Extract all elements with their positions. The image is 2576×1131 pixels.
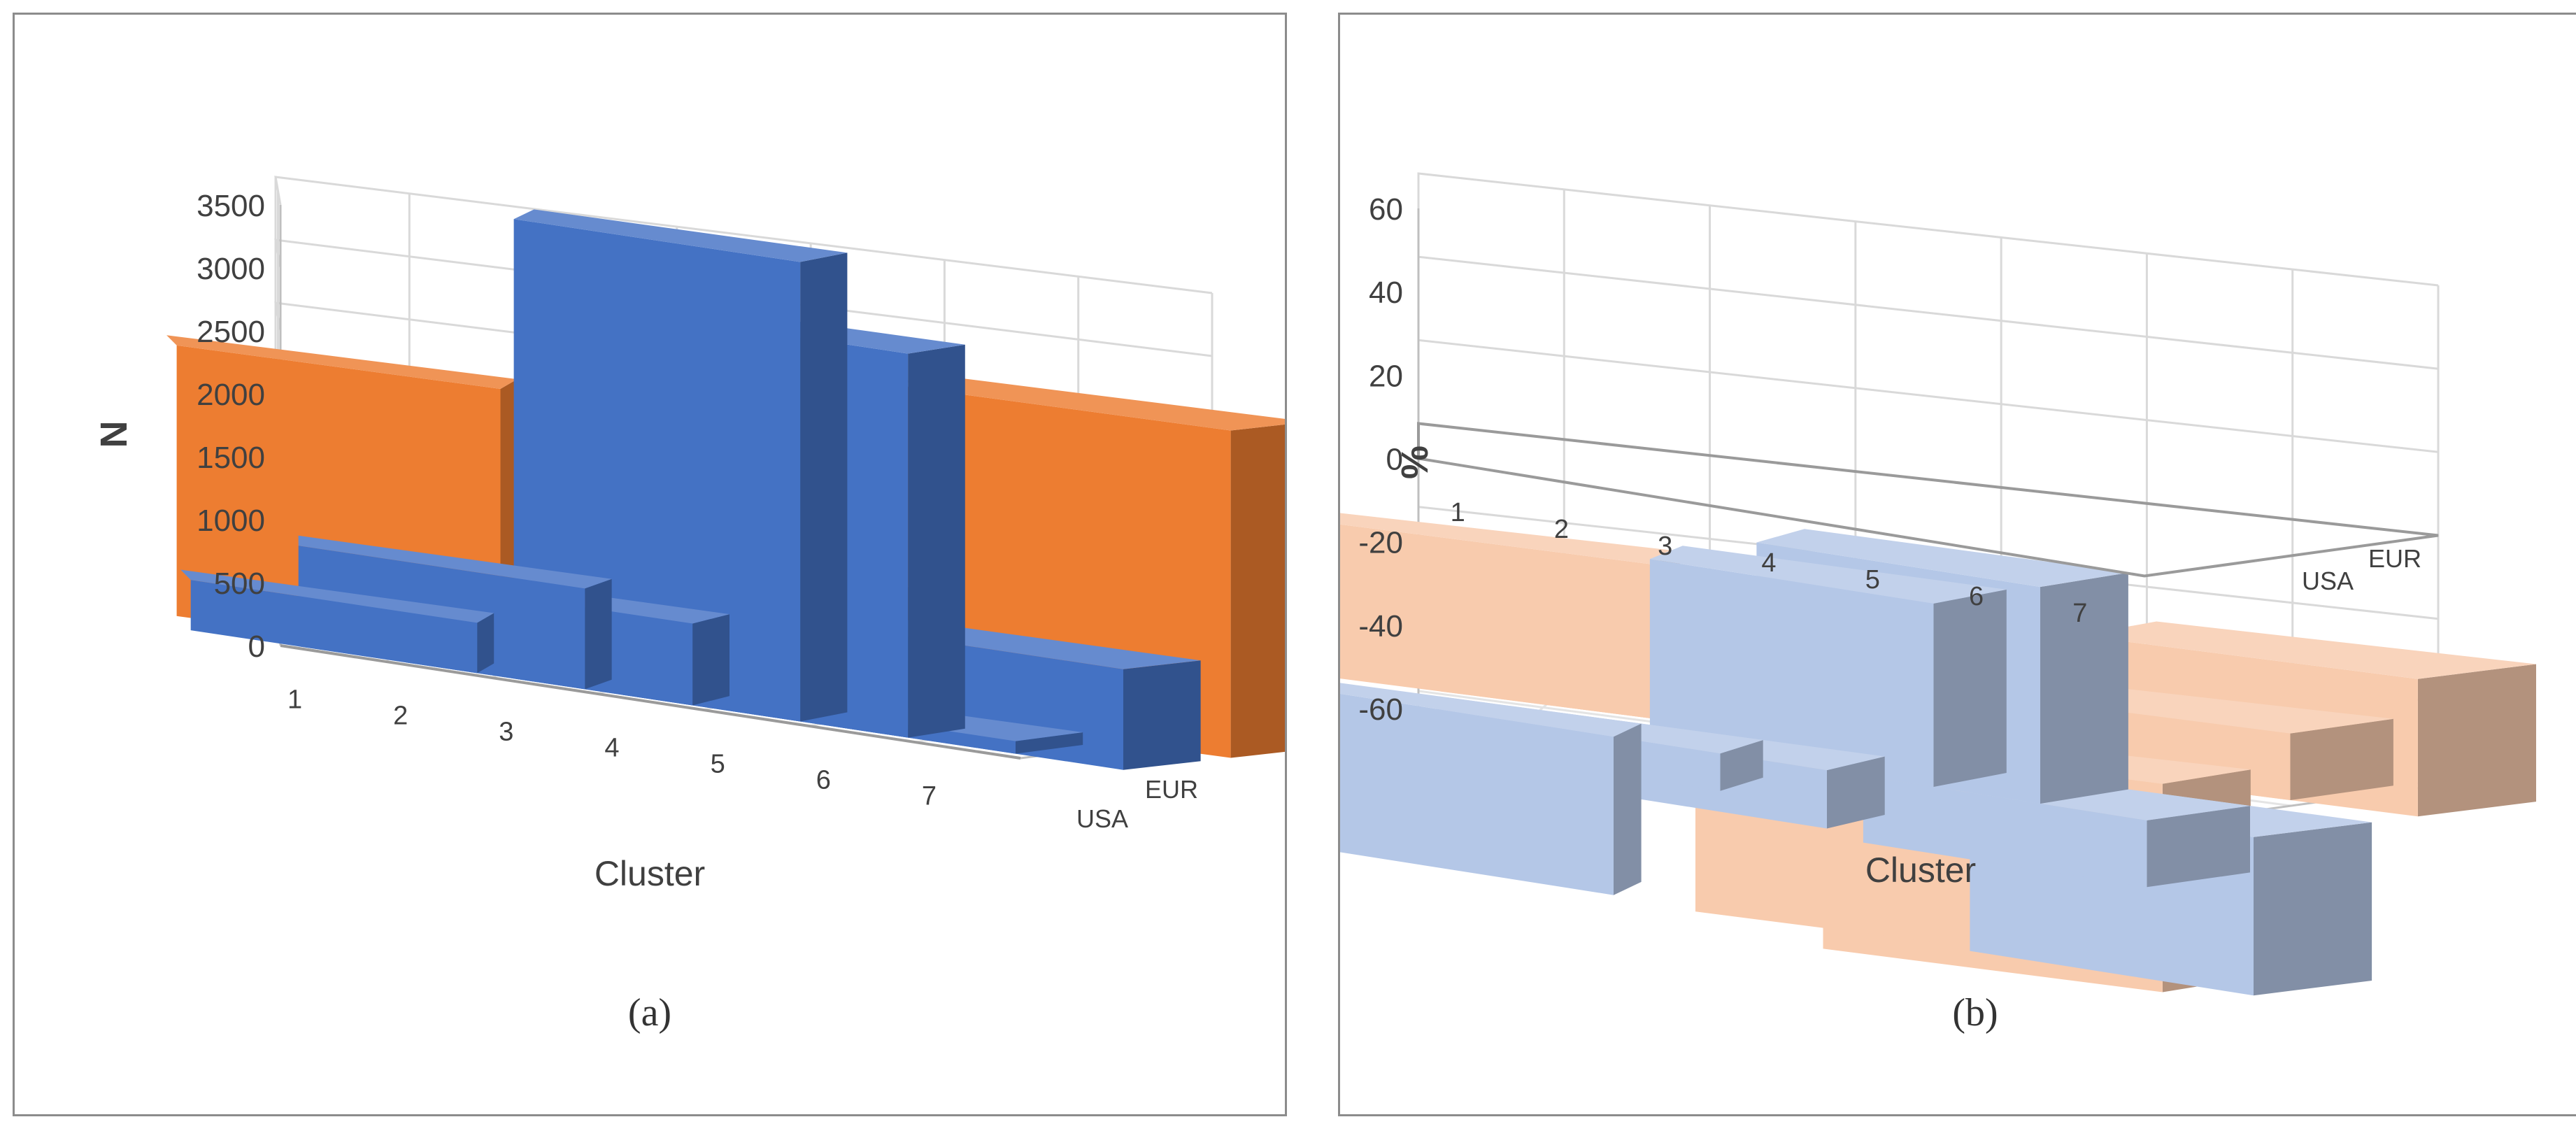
chart-b-zero-plane [1417,422,2439,578]
chart-b-bar-usa-4 [1649,546,2007,787]
chart-a-bar-front [190,580,478,674]
chart-a-bar-top [513,209,848,262]
chart-a-bar-side [1016,732,1083,754]
chart-b-bar-top [2078,621,2536,679]
chart-a-y-tick-label: 1500 [197,441,265,475]
chart-a-svg: 0 500 1000 1500 2000 2500 3000 3500 1 2 3 4 5 6 7 USA EU… [93,176,1285,893]
chart-b-x-tick-label: 7 [2072,599,2087,628]
chart-a-x-tick-labels: 1 2 3 4 5 6 7 [287,685,937,811]
chart-a-bar-side [1230,424,1285,758]
chart-a-y-tick-label: 2500 [197,315,265,349]
chart-a-bar-top [298,535,612,589]
chart-b-bar-usa-1 [1340,683,1642,895]
chart-a-x-tick-label: 4 [604,734,619,763]
chart-b-bar-side [1933,589,2007,787]
chart-b-bar-side [1614,723,1642,895]
chart-a-y-tick-labels: 0 500 1000 1500 2000 2500 3000 3500 [197,189,265,664]
chart-a-y-tick-label: 1000 [197,504,265,538]
chart-a-bar-side [585,578,612,690]
chart-a-bar-side [477,613,494,674]
chart-b-bar-side [1720,740,1763,791]
chart-a-y-tick-label: 0 [248,629,265,664]
chart-b-y-tick-label: 40 [1369,276,1403,310]
chart-b-y-tick-label: -40 [1358,609,1403,643]
chart-b-bar-side [2147,806,2250,888]
chart-a-x-axis-title: Cluster [595,854,705,893]
chart-b-y-tick-label: -60 [1358,692,1403,727]
chart-b-y-tick-label: 20 [1369,359,1403,393]
chart-b-depth-labels: USA EUR [2302,544,2421,595]
chart-b-bar-top [1340,513,1680,564]
chart-a-bar-side [908,344,965,738]
chart-a-x-axis-line [280,644,1021,760]
chart-a-bar-top [180,569,494,623]
chart-b-depth-label-eur: EUR [2368,544,2421,573]
chart-a-y-tick-label: 3500 [197,189,265,223]
chart-b-y-tick-label: 60 [1369,192,1403,227]
chart-a-depth-label-usa: USA [1076,804,1128,833]
chart-b-bar-front [1863,776,2147,888]
chart-a-bar-usa-1 [180,569,494,674]
chart-a-x-tick-label: 6 [816,766,831,795]
chart-b-y-tick-label: 0 [1386,443,1403,477]
chart-b-bar-front [1340,524,1652,719]
chart-a-x-tick-label: 7 [922,782,937,811]
chart-b-bar-side [2417,664,2536,817]
chart-a-bar-top [166,335,518,389]
chart-b-svg: -60 -40 -20 0 20 40 60 1 2 3 4 5 6 7 USA EUR Cluster% [1340,172,2536,996]
chart-b-bar-front [1340,693,1614,895]
chart-a-bar-side [1123,660,1201,770]
chart-b-depth-label-usa: USA [2302,567,2354,595]
chart-b-bar-front [1649,559,1934,787]
chart-a-depth-labels: USA EUR [1076,775,1198,833]
chart-a-depth-label-eur: EUR [1145,775,1198,804]
chart-panel-a: 0 500 1000 1500 2000 2500 3000 3500 1 2 3 4 5 6 7 USA EU… [13,13,1287,1116]
chart-a-y-tick-label: 3000 [197,252,265,286]
chart-b-gridline-h [1417,255,2439,370]
chart-b-y-tick-labels: -60 -40 -20 0 20 40 60 [1358,192,1403,727]
chart-panel-b: -60 -40 -20 0 20 40 60 1 2 3 4 5 6 7 USA EUR Cluster% (b… [1338,13,2576,1116]
chart-a-bar-side [692,614,730,706]
chart-b-x-tick-label: 6 [1969,582,1984,611]
chart-a-y-axis-title: N [93,421,135,448]
chart-b-bar-top [1340,683,1642,737]
chart-b-y-axis-title: % [1394,446,1436,479]
chart-a-x-tick-label: 5 [711,750,725,779]
chart-b-x-tick-label: 4 [1761,548,1776,578]
chart-b-x-tick-label: 3 [1658,532,1672,561]
chart-b-bar-side [2040,572,2128,804]
chart-b-gridline-h [1417,172,2439,287]
chart-b-y-tick-label: -20 [1358,526,1403,560]
chart-a-x-tick-label: 1 [287,685,302,715]
chart-b-x-tick-label: 1 [1451,498,1465,527]
chart-b-x-axis-title: Cluster [1865,851,1976,890]
chart-a-bar-side [800,252,848,722]
chart-b-bar-side [2254,822,2372,996]
chart-b-bar-side [1827,756,1885,829]
chart-a-bar-top [906,378,1285,431]
chart-b-gridline-h [1417,339,2439,453]
chart-a-y-tick-label: 500 [214,567,265,601]
chart-a-x-tick-label: 3 [499,718,513,747]
chart-a-x-tick-label: 2 [393,702,408,731]
chart-b-bars [1340,513,2536,996]
chart-b-x-tick-label: 2 [1554,515,1569,544]
chart-b-bar-top [1649,546,2007,604]
chart-a-y-tick-label: 2000 [197,378,265,412]
chart-b-x-tick-labels: 1 2 3 4 5 6 7 [1451,498,2088,628]
chart-b-x-tick-label: 5 [1865,565,1880,595]
panel-a-caption: (a) [627,991,672,1034]
chart-b-bar-top [1756,529,2128,588]
chart-b-bar-side [2290,718,2393,800]
chart-a-bars [166,209,1285,770]
panel-b-caption: (b) [1952,991,1998,1034]
